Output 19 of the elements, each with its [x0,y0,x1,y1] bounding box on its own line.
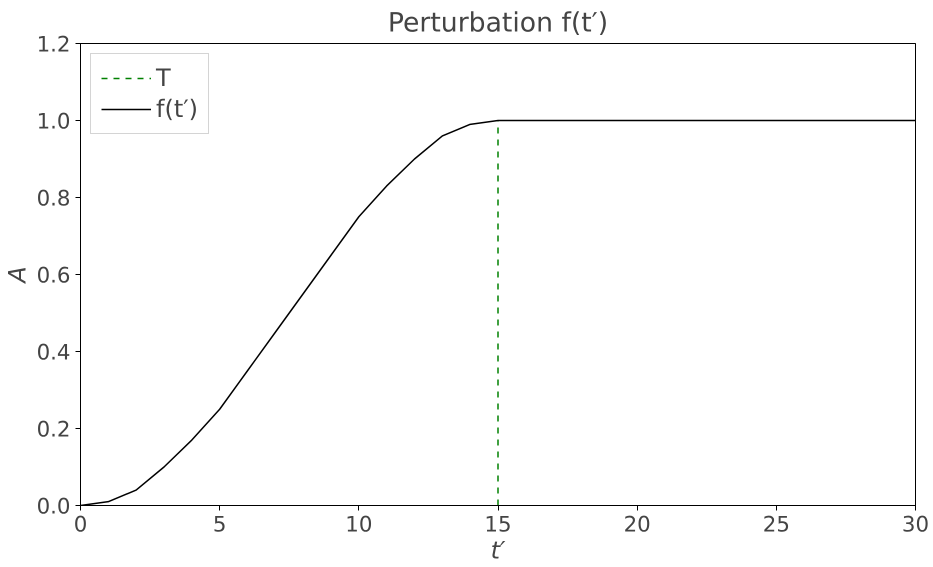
x-tick-label: 30 [902,512,930,538]
legend-label: T [156,64,172,92]
y-tick-label: 1.0 [36,110,71,134]
chart-title: Perturbation f(t′) [388,8,608,38]
x-tick-label: 10 [345,512,372,538]
x-tick-label: 15 [484,512,512,538]
x-tick-label: 20 [624,512,651,538]
y-tick-label: 0.0 [36,494,71,520]
y-tick-label: 0.6 [36,264,71,288]
y-tick-label: 1.2 [36,32,71,58]
y-tick-label: 0.4 [36,340,71,366]
y-tick-label: 0.8 [36,186,71,212]
x-tick-label: 0 [74,512,88,538]
x-tick-label: 25 [762,512,790,538]
x-axis-title: t′ [490,536,506,564]
legend-label: f(t′) [156,95,198,123]
x-tick-label: 5 [212,512,226,538]
y-tick-label: 0.2 [36,418,71,442]
y-axis-title: A [4,266,32,285]
